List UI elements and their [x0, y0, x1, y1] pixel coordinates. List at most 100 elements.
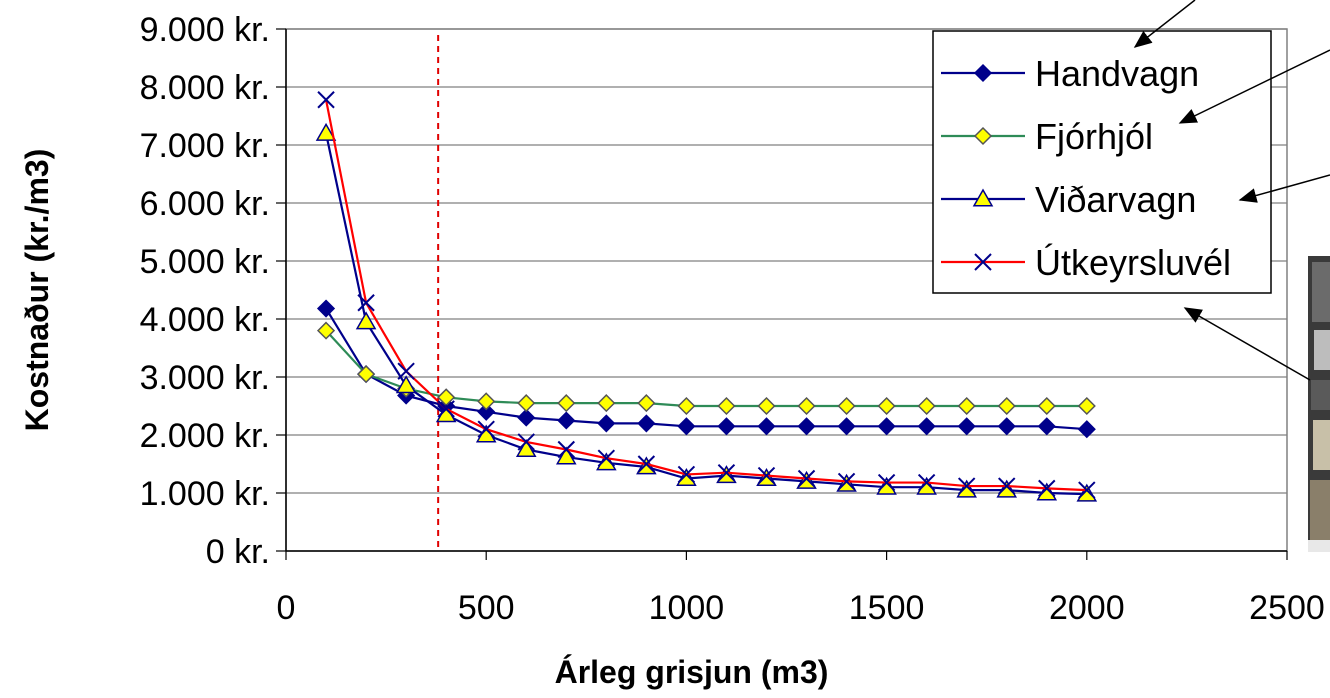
callout-arrows — [1133, 0, 1330, 381]
data-point — [1038, 479, 1056, 498]
data-point — [956, 479, 977, 498]
y-tick-label: 2.000 kr. — [140, 417, 270, 455]
data-point — [395, 375, 417, 394]
y-tick-label: 4.000 kr. — [140, 301, 270, 339]
data-point — [1077, 396, 1096, 416]
data-point — [996, 479, 1018, 498]
legend-item: Handvagn — [941, 53, 1199, 94]
data-point — [797, 417, 816, 436]
data-point — [477, 402, 496, 421]
data-point — [357, 294, 375, 312]
data-point — [437, 400, 455, 418]
data-point — [1037, 417, 1056, 436]
data-point — [877, 417, 896, 436]
data-point — [757, 396, 776, 416]
data-point — [717, 463, 736, 482]
data-point — [557, 411, 576, 430]
legend-label: Handvagn — [1035, 53, 1199, 94]
data-point — [517, 433, 535, 451]
data-point — [597, 394, 616, 413]
data-point — [316, 299, 336, 318]
legend-label: Fjórhjól — [1035, 116, 1153, 157]
y-tick-label: 0 kr. — [206, 533, 270, 571]
data-point — [316, 321, 336, 340]
y-tick-label: 5.000 kr. — [140, 243, 270, 281]
series-1 — [316, 321, 1096, 416]
legend-label: Viðarvagn — [1035, 179, 1196, 220]
data-point — [757, 417, 776, 436]
data-point — [637, 414, 656, 433]
data-point — [877, 473, 896, 492]
data-point — [797, 396, 816, 416]
data-point — [355, 311, 377, 330]
x-tick-label: 1000 — [649, 589, 725, 627]
data-point — [515, 438, 537, 457]
data-point — [555, 446, 577, 465]
arrow-utkeyrsluvel — [1183, 307, 1311, 381]
x-axis-title: Árleg grisjun (m3) — [555, 654, 829, 690]
data-point — [557, 394, 576, 413]
data-point — [676, 467, 697, 486]
data-point — [997, 417, 1016, 436]
arrow-fjorhjol — [1178, 49, 1330, 124]
data-point — [597, 414, 616, 433]
y-tick-label: 7.000 kr. — [140, 127, 270, 165]
data-point — [1078, 481, 1096, 499]
data-point — [517, 394, 536, 413]
x-tick-label: 2500 — [1249, 589, 1325, 627]
legend-marker — [973, 126, 993, 146]
photo-thumbnail — [1308, 256, 1330, 552]
y-tick-label: 1.000 kr. — [140, 475, 270, 513]
data-point — [677, 417, 696, 436]
data-point — [837, 472, 856, 491]
data-point — [797, 469, 816, 488]
y-axis-title: Kostnaður (kr./m3) — [19, 149, 55, 432]
data-point — [1037, 396, 1056, 416]
y-tick-label: 9.000 kr. — [140, 11, 270, 49]
x-tick-label: 2000 — [1049, 589, 1125, 627]
legend-marker — [974, 253, 992, 271]
series-line — [324, 99, 1087, 492]
data-point — [877, 396, 896, 416]
data-point — [1076, 483, 1098, 502]
data-point — [917, 473, 936, 492]
series-2 — [315, 122, 1098, 502]
data-point — [997, 396, 1016, 416]
data-point — [757, 466, 776, 485]
data-point — [677, 396, 696, 416]
data-point — [637, 455, 656, 473]
arrow-handvagn — [1133, 0, 1196, 48]
x-tick-labels: 0 500 1000 1500 2000 2500 — [277, 589, 1325, 627]
data-point — [637, 394, 656, 413]
data-point — [717, 417, 736, 436]
data-point — [957, 477, 976, 495]
legend-marker — [972, 188, 994, 207]
data-point — [477, 420, 495, 438]
y-tick-label: 3.000 kr. — [140, 359, 270, 397]
data-point — [837, 396, 856, 416]
legend-box — [932, 30, 1272, 294]
data-point — [998, 477, 1016, 495]
data-point — [957, 417, 976, 436]
data-point — [317, 91, 335, 109]
legend-item: Viðarvagn — [941, 179, 1196, 220]
legend-marker — [973, 63, 993, 83]
legend-label: Útkeyrsluvél — [1035, 242, 1231, 283]
y-tick-label: 6.000 kr. — [140, 185, 270, 223]
legend: Handvagn Fjórhjól Viðarvagn Útkeyrsluvél — [932, 30, 1272, 294]
data-point — [837, 417, 856, 436]
data-point — [397, 362, 415, 380]
data-point — [477, 392, 496, 411]
x-tick-label: 0 — [277, 589, 296, 627]
data-point — [1077, 420, 1096, 439]
data-point — [557, 440, 575, 459]
arrow-vidarvagn — [1238, 174, 1330, 203]
legend-item: Útkeyrsluvél — [941, 242, 1231, 283]
y-tick-label: 8.000 kr. — [140, 69, 270, 107]
x-tick-label: 1500 — [849, 589, 925, 627]
data-point — [917, 396, 936, 416]
data-point — [717, 396, 736, 416]
x-tick-label: 500 — [458, 589, 515, 627]
data-point — [597, 449, 616, 467]
